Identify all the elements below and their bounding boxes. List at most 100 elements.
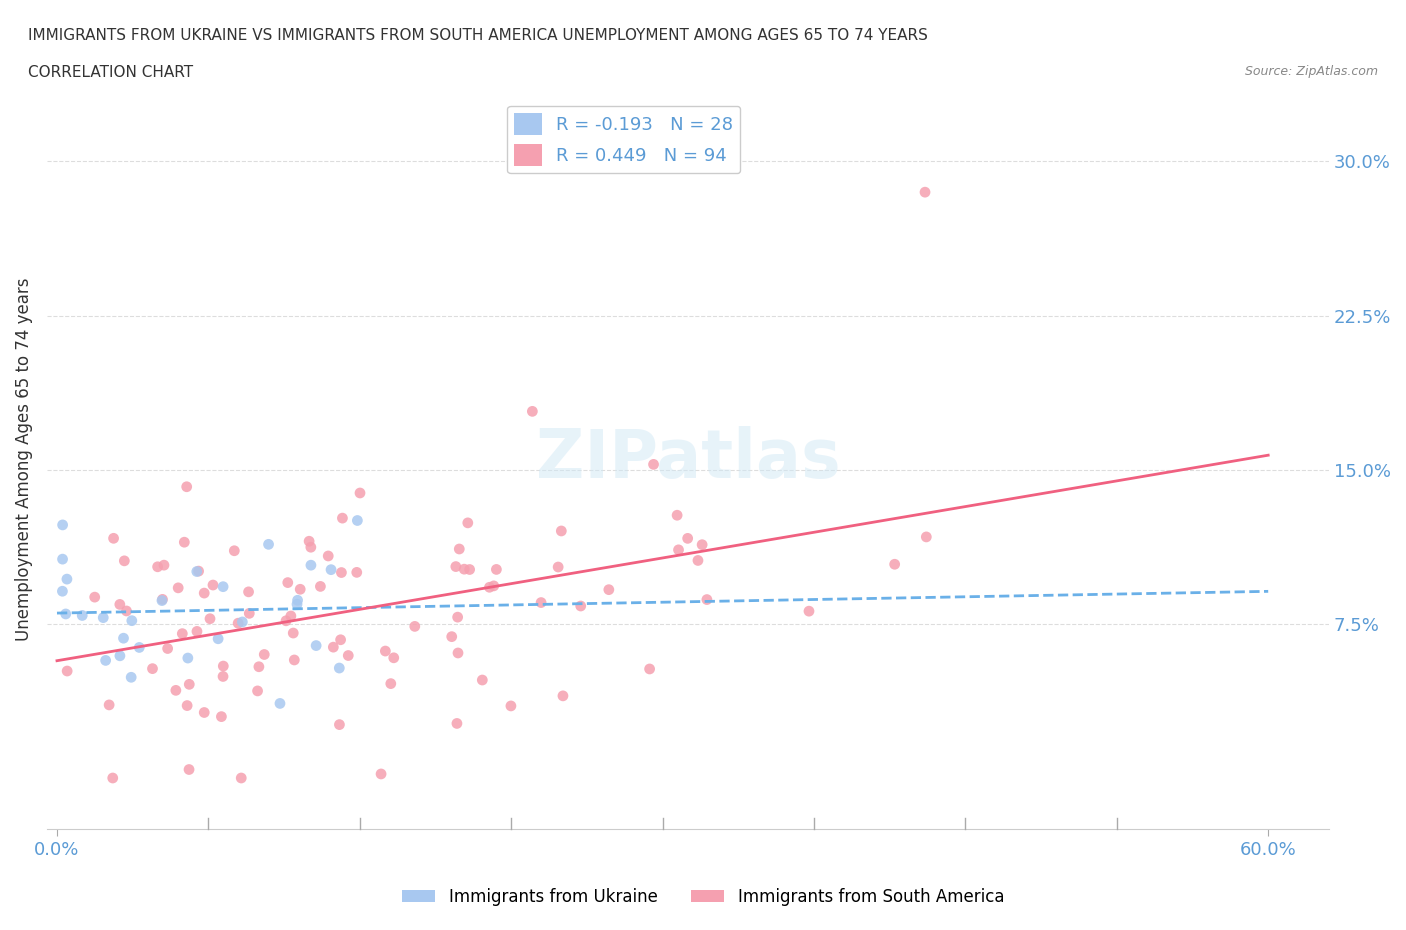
Point: [51, 551, 73, 566]
Point: [305, 638, 328, 653]
Point: [309, 579, 332, 594]
Point: [349, 485, 371, 500]
Point: [446, 610, 468, 625]
Point: [457, 515, 479, 530]
Point: [167, 580, 190, 595]
Point: [337, 648, 360, 663]
Point: [253, 647, 276, 662]
Point: [283, 653, 305, 668]
Point: [176, 479, 198, 494]
Point: [186, 624, 208, 639]
Point: [176, 698, 198, 713]
Point: [56, 664, 79, 679]
Point: [120, 670, 142, 684]
Point: [246, 684, 269, 698]
Point: [446, 716, 468, 731]
Y-axis label: Unemployment Among Ages 65 to 74 years: Unemployment Among Ages 65 to 74 years: [15, 278, 32, 641]
Point: [121, 613, 143, 628]
Point: [179, 677, 201, 692]
Point: [370, 766, 392, 781]
Point: [173, 535, 195, 550]
Point: [598, 582, 620, 597]
Point: [914, 185, 936, 200]
Point: [499, 698, 522, 713]
Point: [690, 538, 713, 552]
Point: [569, 599, 592, 614]
Point: [551, 688, 574, 703]
Point: [177, 762, 200, 777]
Point: [212, 579, 235, 594]
Point: [346, 513, 368, 528]
Point: [322, 640, 344, 655]
Point: [346, 565, 368, 579]
Point: [226, 616, 249, 631]
Point: [299, 539, 322, 554]
Point: [440, 630, 463, 644]
Point: [485, 562, 508, 577]
Point: [55, 606, 77, 621]
Point: [146, 559, 169, 574]
Point: [332, 511, 354, 525]
Point: [152, 591, 174, 606]
Point: [247, 659, 270, 674]
Point: [686, 553, 709, 568]
Point: [676, 531, 699, 546]
Point: [530, 595, 553, 610]
Point: [94, 653, 117, 668]
Point: [156, 641, 179, 656]
Point: [449, 541, 471, 556]
Point: [274, 614, 297, 629]
Point: [638, 661, 661, 676]
Point: [56, 572, 79, 587]
Point: [212, 658, 235, 673]
Point: [177, 651, 200, 666]
Point: [231, 771, 253, 786]
Point: [112, 553, 135, 568]
Point: [186, 565, 208, 579]
Point: [207, 631, 229, 646]
Point: [797, 604, 820, 618]
Text: CORRELATION CHART: CORRELATION CHART: [28, 65, 193, 80]
Point: [187, 564, 209, 578]
Point: [269, 696, 291, 711]
Point: [290, 582, 312, 597]
Point: [193, 705, 215, 720]
Point: [547, 560, 569, 575]
Text: IMMIGRANTS FROM UKRAINE VS IMMIGRANTS FROM SOUTH AMERICA UNEMPLOYMENT AMONG AGES: IMMIGRANTS FROM UKRAINE VS IMMIGRANTS FR…: [28, 28, 928, 43]
Point: [316, 549, 339, 564]
Point: [374, 644, 396, 658]
Point: [666, 508, 689, 523]
Point: [52, 517, 75, 532]
Point: [108, 597, 131, 612]
Point: [328, 660, 350, 675]
Point: [193, 586, 215, 601]
Point: [209, 710, 232, 724]
Point: [141, 661, 163, 676]
Point: [329, 632, 352, 647]
Point: [696, 592, 718, 607]
Point: [915, 529, 938, 544]
Point: [224, 543, 246, 558]
Point: [380, 676, 402, 691]
Point: [404, 619, 426, 634]
Legend: Immigrants from Ukraine, Immigrants from South America: Immigrants from Ukraine, Immigrants from…: [395, 881, 1011, 912]
Point: [478, 579, 501, 594]
Point: [883, 557, 905, 572]
Point: [51, 584, 73, 599]
Point: [668, 542, 690, 557]
Point: [91, 610, 114, 625]
Point: [298, 534, 321, 549]
Point: [287, 592, 309, 607]
Point: [238, 584, 260, 599]
Point: [283, 626, 305, 641]
Point: [83, 590, 105, 604]
Legend: R = -0.193   N = 28, R = 0.449   N = 94: R = -0.193 N = 28, R = 0.449 N = 94: [508, 106, 740, 173]
Point: [280, 608, 302, 623]
Point: [471, 672, 494, 687]
Point: [98, 698, 121, 712]
Point: [328, 717, 350, 732]
Point: [103, 531, 125, 546]
Point: [172, 626, 194, 641]
Point: [277, 575, 299, 590]
Point: [101, 771, 124, 786]
